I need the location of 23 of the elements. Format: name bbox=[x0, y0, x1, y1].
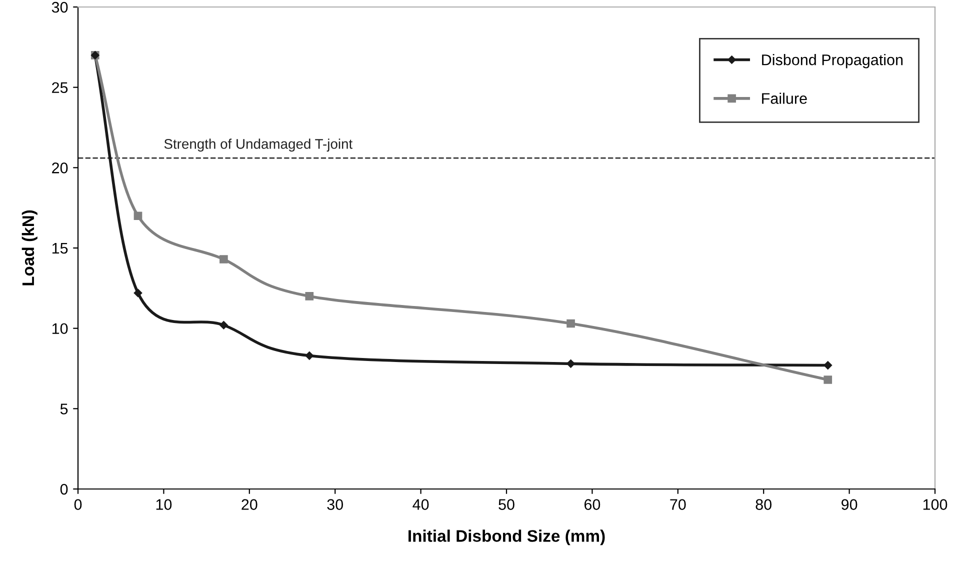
x-tick-label: 20 bbox=[242, 499, 258, 510]
legend-label: Disbond Propagation bbox=[762, 54, 903, 68]
legend-label: Failure bbox=[762, 92, 807, 104]
ref-line-label: Strength of Undamaged T-joint bbox=[164, 138, 353, 152]
x-tick-label: 40 bbox=[412, 499, 429, 510]
y-tick-label: 20 bbox=[52, 162, 68, 174]
y-tick-label: 30 bbox=[52, 2, 68, 13]
y-tick-label: 25 bbox=[52, 82, 68, 94]
x-tick-label: 60 bbox=[584, 499, 600, 510]
x-tick-label: 0 bbox=[74, 499, 82, 510]
x-tick-label: 70 bbox=[670, 499, 686, 510]
x-axis-title: Initial Disbond Size (mm) bbox=[408, 530, 605, 546]
y-tick-label: 15 bbox=[52, 243, 68, 254]
x-tick-label: 90 bbox=[842, 499, 858, 510]
y-tick-label: 5 bbox=[60, 404, 68, 414]
y-tick-label: 0 bbox=[60, 484, 68, 495]
x-tick-label: 10 bbox=[156, 499, 172, 510]
x-tick-label: 100 bbox=[923, 499, 948, 510]
x-tick-label: 30 bbox=[327, 499, 343, 510]
x-tick-label: 80 bbox=[756, 499, 772, 510]
x-tick-label: 50 bbox=[498, 499, 514, 510]
y-axis-title: Load (kN) bbox=[22, 210, 38, 286]
y-tick-label: 10 bbox=[52, 323, 68, 334]
